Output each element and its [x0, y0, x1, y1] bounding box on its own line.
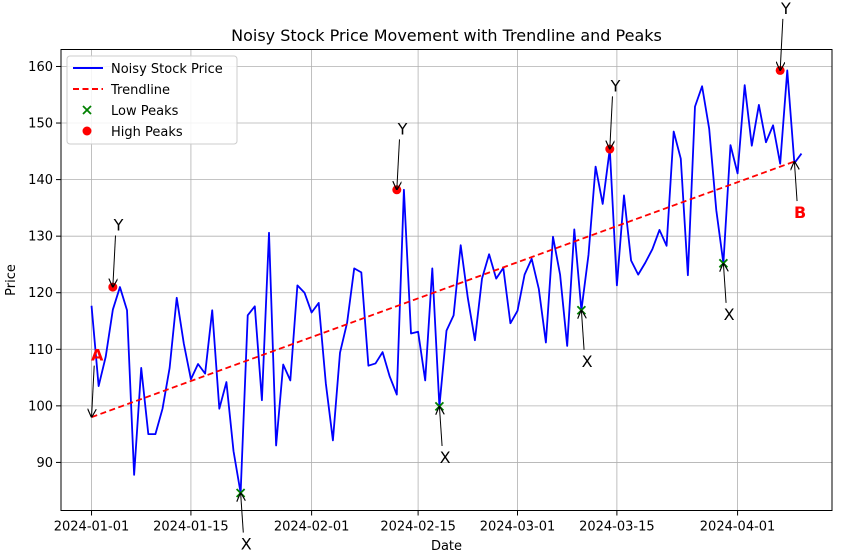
- annotation-label: Y: [397, 119, 408, 138]
- annotation-label: X: [724, 305, 735, 324]
- legend-swatch-low: [82, 105, 92, 115]
- price-series-line: [90, 69, 803, 494]
- y-tick-label: 120: [28, 286, 53, 301]
- annotation-arrow: [610, 96, 613, 149]
- plot-series: [90, 69, 803, 494]
- annotation-label: Y: [113, 216, 124, 235]
- trendline: [91, 160, 795, 419]
- x-tick-label: 2024-02-01: [274, 520, 350, 535]
- x-tick-label: 2024-03-01: [480, 520, 556, 535]
- annotation-arrow: [439, 406, 442, 447]
- y-tick-label: 140: [28, 173, 53, 188]
- x-tick-label: 2024-02-15: [380, 520, 456, 535]
- annotation-arrow: [92, 365, 95, 418]
- x-tick-label: 2024-03-15: [579, 520, 655, 535]
- annotation-label: Y: [780, 0, 791, 18]
- x-tick-label: 2024-01-15: [153, 520, 229, 535]
- y-axis-label: Price: [4, 264, 19, 296]
- plot-frame: [60, 49, 833, 511]
- y-tick-label: 150: [28, 117, 53, 132]
- annotation-arrow: [241, 493, 244, 533]
- legend-swatch-high: [82, 126, 92, 136]
- legend-label-low: Low Peaks: [111, 104, 179, 119]
- y-tick-label: 160: [28, 60, 53, 75]
- annotation-arrow: [723, 263, 726, 303]
- legend-label-trend: Trendline: [110, 83, 170, 98]
- annotation-label: X: [241, 535, 252, 551]
- grid: [61, 49, 832, 511]
- annotations: Y Y Y Y X X X X A B: [91, 0, 806, 551]
- legend-box: [66, 55, 238, 145]
- axes: 2024-01-01 2024-01-15 2024-02-01 2024-02-15…: [28, 60, 775, 535]
- annotation-arrow: [780, 18, 783, 71]
- annotation-arrow: [794, 161, 797, 202]
- annotation-arrow: [113, 235, 116, 288]
- x-tick-label: 2024-04-01: [700, 520, 776, 535]
- annotation-arrow: [397, 139, 400, 189]
- annotation-label: X: [582, 352, 593, 371]
- y-tick-label: 110: [28, 343, 53, 358]
- y-tick-label: 90: [36, 456, 53, 471]
- legend-label-high: High Peaks: [111, 125, 183, 140]
- annotation-label: X: [440, 448, 451, 467]
- y-tick-label: 100: [28, 399, 53, 414]
- y-tick-label: 130: [28, 230, 53, 245]
- x-axis-label: Date: [431, 539, 462, 551]
- annotation-label: A: [91, 346, 104, 365]
- annotation-label: B: [794, 203, 806, 222]
- x-tick-label: 2024-01-01: [54, 520, 130, 535]
- legend-label-price: Noisy Stock Price: [111, 62, 223, 77]
- annotation-label: Y: [610, 76, 621, 95]
- annotation-arrow: [581, 310, 584, 350]
- chart-title: Noisy Stock Price Movement with Trendlin…: [231, 26, 662, 45]
- legend: Noisy Stock Price Trendline Low Peaks Hi…: [66, 55, 238, 145]
